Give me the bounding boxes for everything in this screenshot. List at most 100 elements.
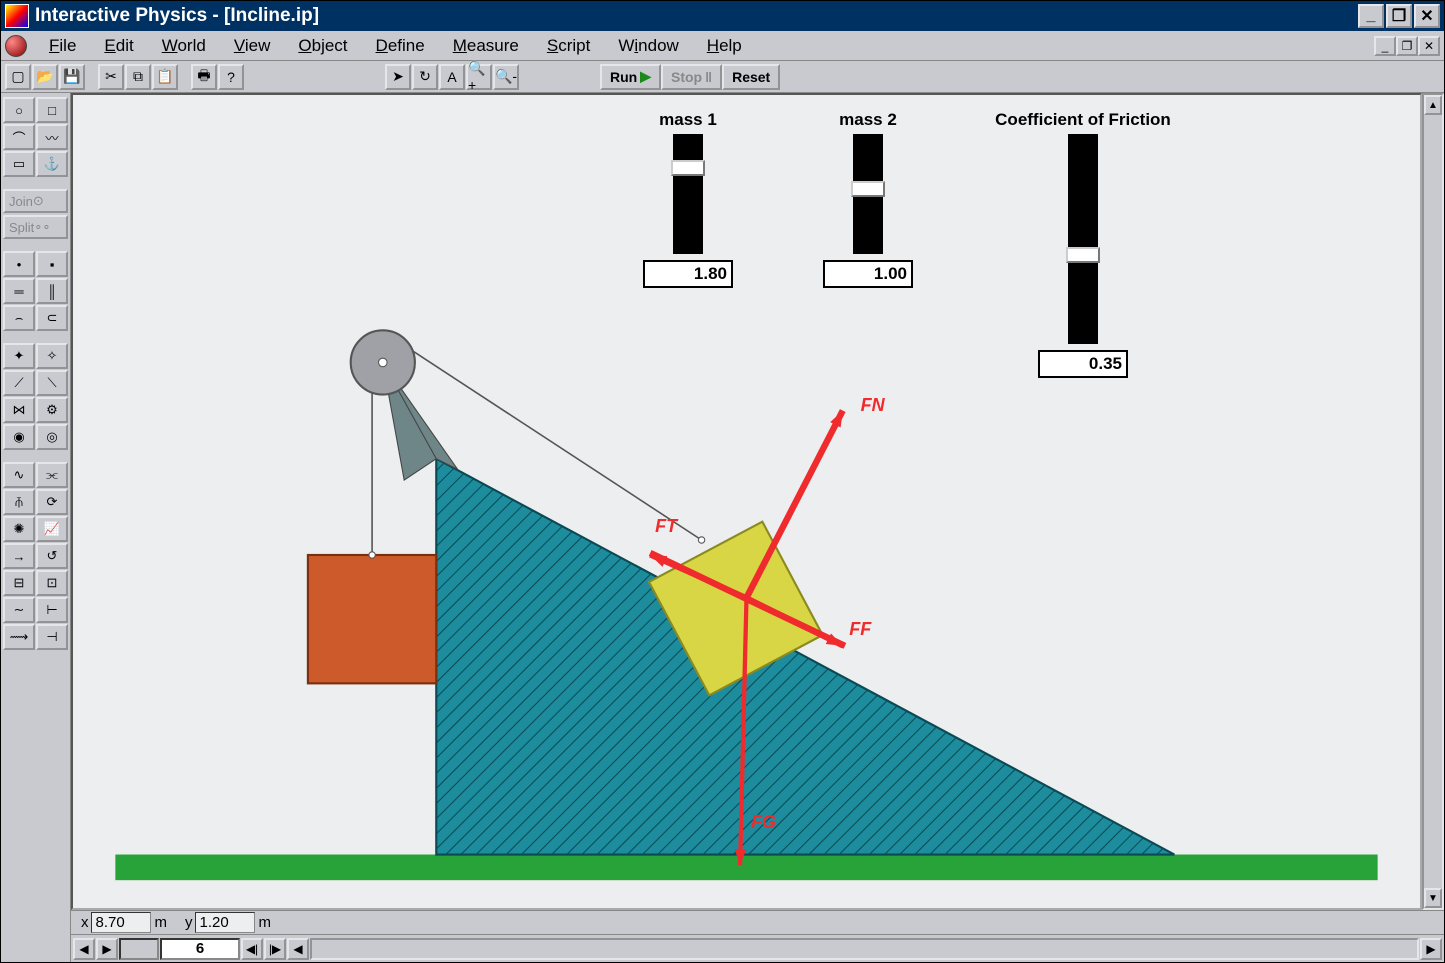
menu-object[interactable]: Object — [284, 34, 361, 58]
separator-tool[interactable]: ⋈ — [3, 397, 35, 423]
split-button[interactable]: Split∘∘ — [3, 215, 68, 239]
friction-value[interactable]: 0.35 — [1038, 350, 1128, 378]
menu-file[interactable]: File — [35, 34, 90, 58]
polygon-tool[interactable]: ⌒ — [3, 124, 35, 150]
run-button[interactable]: Run▶ — [600, 64, 661, 90]
mass1-value[interactable]: 1.80 — [643, 260, 733, 288]
square-tool[interactable]: □ — [36, 97, 68, 123]
cut-button[interactable]: ✂ — [98, 64, 124, 90]
mass2-thumb[interactable] — [851, 181, 885, 197]
minimize-button[interactable]: _ — [1358, 4, 1384, 28]
anchor-tool[interactable]: ⚓ — [36, 151, 68, 177]
zoom-in-button[interactable]: 🔍+ — [466, 64, 492, 90]
rect-tool[interactable]: ▭ — [3, 151, 35, 177]
menu-measure[interactable]: Measure — [439, 34, 533, 58]
close-button[interactable]: ✕ — [1414, 4, 1440, 28]
curve-tool[interactable]: 〰 — [36, 124, 68, 150]
spring-damper-tool[interactable]: ⫚ — [3, 489, 35, 515]
print-icon: 🖶 — [197, 65, 210, 89]
wave-tool[interactable]: ∼ — [3, 597, 35, 623]
print-button[interactable]: 🖶 — [191, 64, 217, 90]
mass2-slider[interactable] — [853, 134, 883, 254]
pin-joint-tool[interactable]: ✦ — [3, 343, 35, 369]
frame-track-left[interactable] — [119, 938, 159, 960]
constraint-tool[interactable]: ⊢ — [36, 597, 68, 623]
help-button[interactable]: ? — [218, 64, 244, 90]
new-button[interactable]: ▢ — [5, 64, 31, 90]
vscroll-up-button[interactable]: ▲ — [1424, 95, 1442, 115]
mass2-value[interactable]: 1.00 — [823, 260, 913, 288]
pulley-tool[interactable]: ◉ — [3, 424, 35, 450]
rope-tool[interactable]: ⟍ — [36, 370, 68, 396]
simulation-canvas[interactable]: mass 1 1.80 mass 2 1.00 Coefficient of F… — [71, 93, 1422, 910]
spring-tool[interactable]: ∿ — [3, 462, 35, 488]
new-icon: ▢ — [11, 68, 24, 85]
slot-tool[interactable]: ⊂ — [36, 305, 68, 331]
rotdamper-tool[interactable]: ✺ — [3, 516, 35, 542]
menu-world[interactable]: World — [148, 34, 220, 58]
mass1-slider[interactable] — [673, 134, 703, 254]
mass1-thumb[interactable] — [671, 160, 705, 176]
menu-view[interactable]: View — [220, 34, 285, 58]
force-ft-label: FT — [655, 516, 677, 537]
vertical-scrollbar[interactable]: ▲ ▼ — [1422, 93, 1444, 910]
graph-tool[interactable]: 📈 — [36, 516, 68, 542]
menu-window[interactable]: Window — [604, 34, 692, 58]
measure-tool[interactable]: ⟿ — [3, 624, 35, 650]
motor-tool[interactable]: ◎ — [36, 424, 68, 450]
rotate-icon: ↻ — [419, 68, 431, 85]
paste-icon: 📋 — [156, 68, 173, 85]
maximize-button[interactable]: ❐ — [1386, 4, 1412, 28]
hline-tool[interactable]: ═ — [3, 278, 35, 304]
coordinates-bar: x 8.70 m y 1.20 m — [71, 910, 1444, 934]
circle-tool[interactable]: ○ — [3, 97, 35, 123]
stop-button[interactable]: Stop‖ — [661, 64, 722, 90]
save-icon: 💾 — [63, 68, 80, 85]
arc-tool[interactable]: ⌢ — [3, 305, 35, 331]
hscroll-right-button[interactable]: ▶ — [1420, 938, 1442, 960]
mdi-minimize-button[interactable]: _ — [1374, 36, 1396, 56]
damper-tool[interactable]: ⫘ — [36, 462, 68, 488]
frame-step-fwd-button[interactable]: |▶ — [264, 938, 286, 960]
actuator-tool[interactable]: ⊟ — [3, 570, 35, 596]
rotate-tool[interactable]: ↻ — [412, 64, 438, 90]
copy-button[interactable]: ⧉ — [125, 64, 151, 90]
rigid-joint-tool[interactable]: ✧ — [36, 343, 68, 369]
pointer-tool[interactable]: ➤ — [385, 64, 411, 90]
ruler-tool[interactable]: ⊣ — [36, 624, 68, 650]
motor2-tool[interactable]: ⊡ — [36, 570, 68, 596]
vscroll-track[interactable] — [1424, 115, 1442, 888]
text-tool[interactable]: A — [439, 64, 465, 90]
vscroll-down-button[interactable]: ▼ — [1424, 888, 1442, 908]
join-button[interactable]: Join⊙ — [3, 189, 68, 213]
hscroll-left-button[interactable]: ◀ — [287, 938, 309, 960]
save-button[interactable]: 💾 — [59, 64, 85, 90]
hscroll-track[interactable] — [310, 938, 1419, 960]
zoom-out-button[interactable]: 🔍- — [493, 64, 519, 90]
menu-edit[interactable]: Edit — [90, 34, 147, 58]
gear-tool[interactable]: ⚙ — [36, 397, 68, 423]
torque-tool[interactable]: ↺ — [36, 543, 68, 569]
frame-number[interactable]: 6 — [160, 938, 240, 960]
toolbar: ▢ 📂 💾 ✂ ⧉ 📋 🖶 ? ➤ ↻ A 🔍+ 🔍- Run▶ Stop‖ R… — [1, 61, 1444, 93]
menu-script[interactable]: Script — [533, 34, 604, 58]
anchor-icon: ⚓ — [44, 156, 60, 172]
rotspring-tool[interactable]: ⟳ — [36, 489, 68, 515]
point-tool[interactable]: • — [3, 251, 35, 277]
square-point-tool[interactable]: ▪ — [36, 251, 68, 277]
frame-step-back-button[interactable]: ◀| — [241, 938, 263, 960]
mdi-restore-button[interactable]: ❐ — [1396, 36, 1418, 56]
frame-prev-button[interactable]: ▶ — [96, 938, 118, 960]
friction-thumb[interactable] — [1066, 247, 1100, 263]
frame-first-button[interactable]: ◀ — [73, 938, 95, 960]
menu-define[interactable]: Define — [362, 34, 439, 58]
reset-button[interactable]: Reset — [722, 64, 780, 90]
friction-slider[interactable] — [1068, 134, 1098, 344]
vline-tool[interactable]: ║ — [36, 278, 68, 304]
menu-help[interactable]: Help — [693, 34, 756, 58]
rod-tool[interactable]: ⟋ — [3, 370, 35, 396]
mdi-close-button[interactable]: ✕ — [1418, 36, 1440, 56]
open-button[interactable]: 📂 — [32, 64, 58, 90]
force-tool[interactable]: → — [3, 543, 35, 569]
paste-button[interactable]: 📋 — [152, 64, 178, 90]
